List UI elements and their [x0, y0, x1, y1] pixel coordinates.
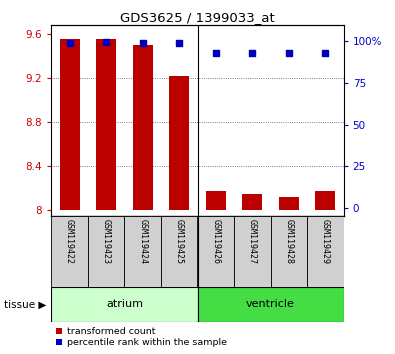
- Text: GSM119428: GSM119428: [284, 219, 293, 264]
- Text: GSM119427: GSM119427: [248, 219, 257, 264]
- Text: atrium: atrium: [106, 299, 143, 309]
- Text: tissue ▶: tissue ▶: [4, 299, 46, 309]
- Text: GSM119429: GSM119429: [321, 219, 330, 264]
- Bar: [242, 194, 262, 210]
- Point: [103, 39, 109, 45]
- Point: [249, 50, 256, 56]
- Bar: [161, 216, 198, 287]
- Bar: [315, 190, 335, 210]
- Bar: [234, 216, 271, 287]
- Bar: [169, 76, 189, 210]
- Text: GSM119425: GSM119425: [175, 219, 184, 264]
- Bar: [51, 216, 88, 287]
- Text: GSM119423: GSM119423: [102, 219, 111, 264]
- Bar: [198, 216, 234, 287]
- Bar: [271, 216, 307, 287]
- Bar: [133, 45, 153, 210]
- Point: [139, 40, 146, 46]
- Text: GSM119422: GSM119422: [65, 219, 74, 264]
- Bar: [88, 216, 124, 287]
- Bar: [96, 39, 116, 210]
- Point: [322, 50, 329, 56]
- Bar: [198, 287, 344, 322]
- Point: [213, 50, 219, 56]
- Bar: [124, 216, 161, 287]
- Bar: [279, 197, 299, 210]
- Text: GSM119426: GSM119426: [211, 219, 220, 264]
- Point: [176, 40, 182, 46]
- Text: GSM119424: GSM119424: [138, 219, 147, 264]
- Title: GDS3625 / 1399033_at: GDS3625 / 1399033_at: [120, 11, 275, 24]
- Bar: [60, 39, 80, 210]
- Legend: transformed count, percentile rank within the sample: transformed count, percentile rank withi…: [56, 327, 228, 347]
- Point: [286, 50, 292, 56]
- Bar: [51, 287, 198, 322]
- Bar: [206, 190, 226, 210]
- Text: ventricle: ventricle: [246, 299, 295, 309]
- Bar: [307, 216, 344, 287]
- Point: [66, 40, 73, 46]
